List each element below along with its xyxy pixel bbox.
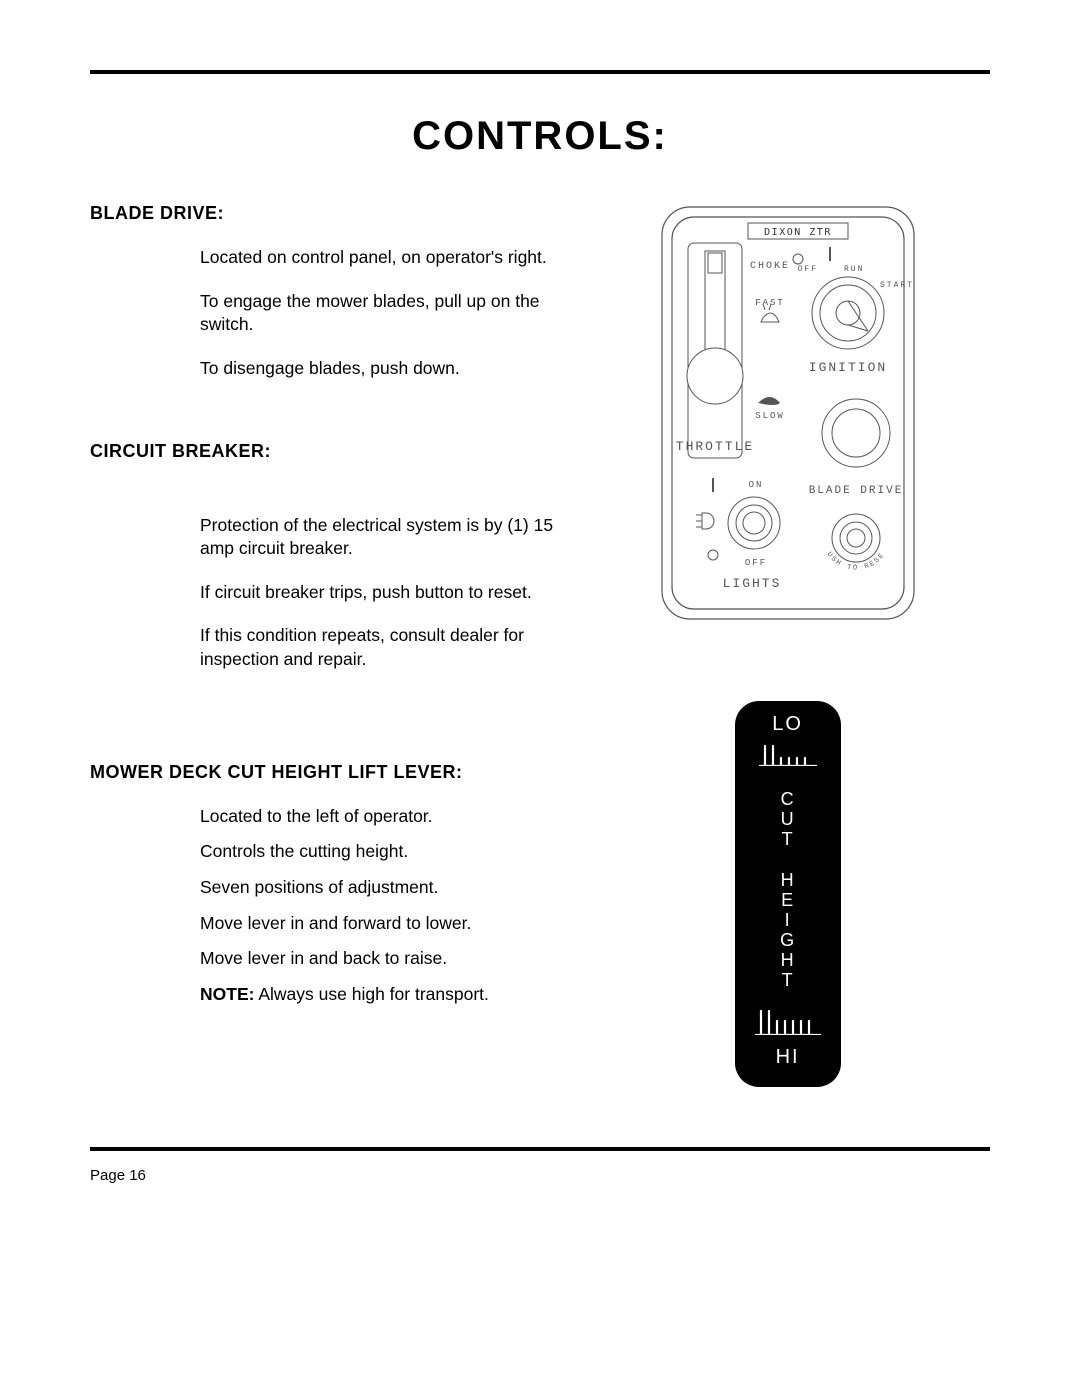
blade-drive-p2: To engage the mower blades, pull up on t… xyxy=(200,290,565,337)
heading-blade-drive: BLADE DRIVE: xyxy=(90,203,565,224)
cut-hi-label: HI xyxy=(747,1046,829,1069)
off2-label: OFF xyxy=(744,558,766,568)
cut-lo-label: LO xyxy=(747,713,829,736)
text-column: BLADE DRIVE: Located on control panel, o… xyxy=(90,203,565,1087)
blade-drive-p3: To disengage blades, push down. xyxy=(200,357,565,381)
slow-label: SLOW xyxy=(755,411,785,421)
control-panel-diagram: DIXON ZTR THROTTLE CHOKE FAST xyxy=(585,203,990,623)
bottom-rule xyxy=(90,1147,990,1151)
circuit-breaker-p3: If this condition repeats, consult deale… xyxy=(200,624,565,671)
page-title: CONTROLS: xyxy=(90,114,990,159)
page-number: Page 16 xyxy=(90,1167,990,1184)
circuit-breaker-p2: If circuit breaker trips, push button to… xyxy=(200,581,565,605)
cut-word-label: C U T H E I G H T xyxy=(747,789,829,991)
cut-height-p2: Controls the cutting height. xyxy=(200,840,565,864)
cut-height-diagram: LO C U T H E I G H T xyxy=(735,701,841,1087)
top-rule xyxy=(90,70,990,74)
cut-height-note: NOTE: Always use high for transport. xyxy=(200,983,565,1007)
cut-height-p1: Located to the left of operator. xyxy=(200,805,565,829)
ign-off-label: OFF xyxy=(797,265,817,274)
figure-column: DIXON ZTR THROTTLE CHOKE FAST xyxy=(585,203,990,1087)
ign-start-label: START xyxy=(880,281,914,290)
grass-tall-icon xyxy=(755,1009,821,1035)
cut-height-p4: Move lever in and forward to lower. xyxy=(200,912,565,936)
blade-drive-label: BLADE DRIVE xyxy=(808,485,903,497)
cut-height-p3: Seven positions of adjustment. xyxy=(200,876,565,900)
throttle-label: THROTTLE xyxy=(675,439,753,454)
brand-label: DIXON ZTR xyxy=(764,227,832,238)
choke-label: CHOKE xyxy=(750,261,790,272)
lights-label: LIGHTS xyxy=(722,576,781,591)
heading-cut-height: MOWER DECK CUT HEIGHT LIFT LEVER: xyxy=(90,762,565,783)
note-text: Always use high for transport. xyxy=(254,984,488,1004)
on-label: ON xyxy=(748,480,763,490)
circuit-breaker-p1: Protection of the electrical system is b… xyxy=(200,514,565,561)
ign-run-label: RUN xyxy=(844,265,864,274)
blade-drive-p1: Located on control panel, on operator's … xyxy=(200,246,565,270)
heading-circuit-breaker: CIRCUIT BREAKER: xyxy=(90,441,565,462)
ignition-label: IGNITION xyxy=(808,360,886,375)
grass-short-icon xyxy=(759,744,817,766)
note-label: NOTE: xyxy=(200,984,254,1004)
cut-height-p5: Move lever in and back to raise. xyxy=(200,947,565,971)
